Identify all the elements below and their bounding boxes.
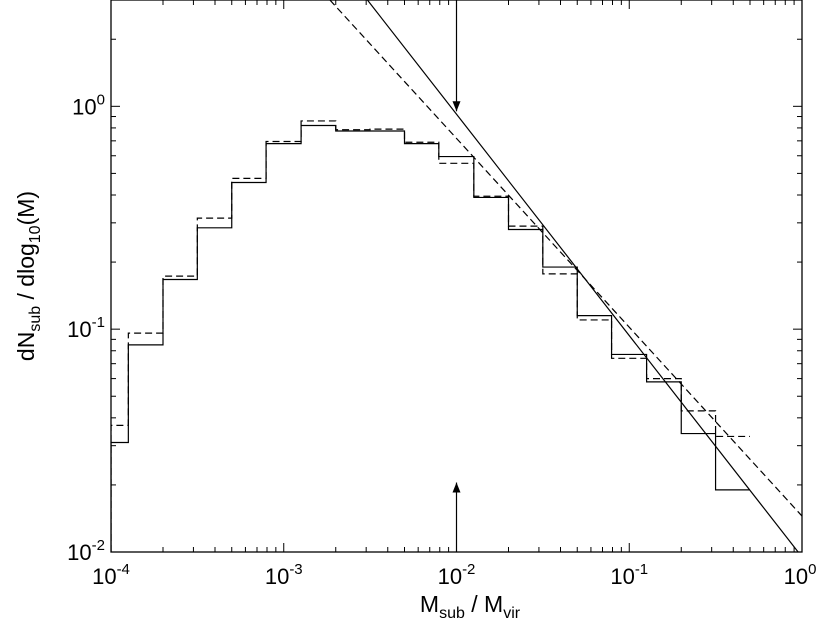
series-1-dashed-step — [111, 120, 750, 552]
plot-area — [111, 0, 802, 552]
x-tick-label: 10-2 — [438, 561, 476, 589]
y-tick-label: 10-2 — [67, 537, 105, 565]
y-tick-label: 100 — [72, 91, 105, 119]
arrow-down-head — [452, 101, 461, 112]
y-axis-label: dNsub / dlog10(M) — [13, 191, 44, 361]
x-tick-label: 10-1 — [610, 561, 648, 589]
arrow-up-head — [452, 482, 461, 493]
axis-ticks — [110, 0, 803, 553]
tick-labels: 10-4 10-3 10-2 10-1 100 10-2 10-1 100 — [67, 91, 816, 589]
x-tick-label: 100 — [784, 561, 817, 589]
y-tick-label: 10-1 — [67, 314, 105, 342]
series-3-dashed-line — [329, 0, 802, 517]
series-0-solid-step — [111, 124, 750, 552]
x-axis-label: Msub / Mvir — [420, 591, 521, 622]
x-tick-label: 10-4 — [92, 561, 130, 589]
x-tick-label: 10-3 — [265, 561, 303, 589]
